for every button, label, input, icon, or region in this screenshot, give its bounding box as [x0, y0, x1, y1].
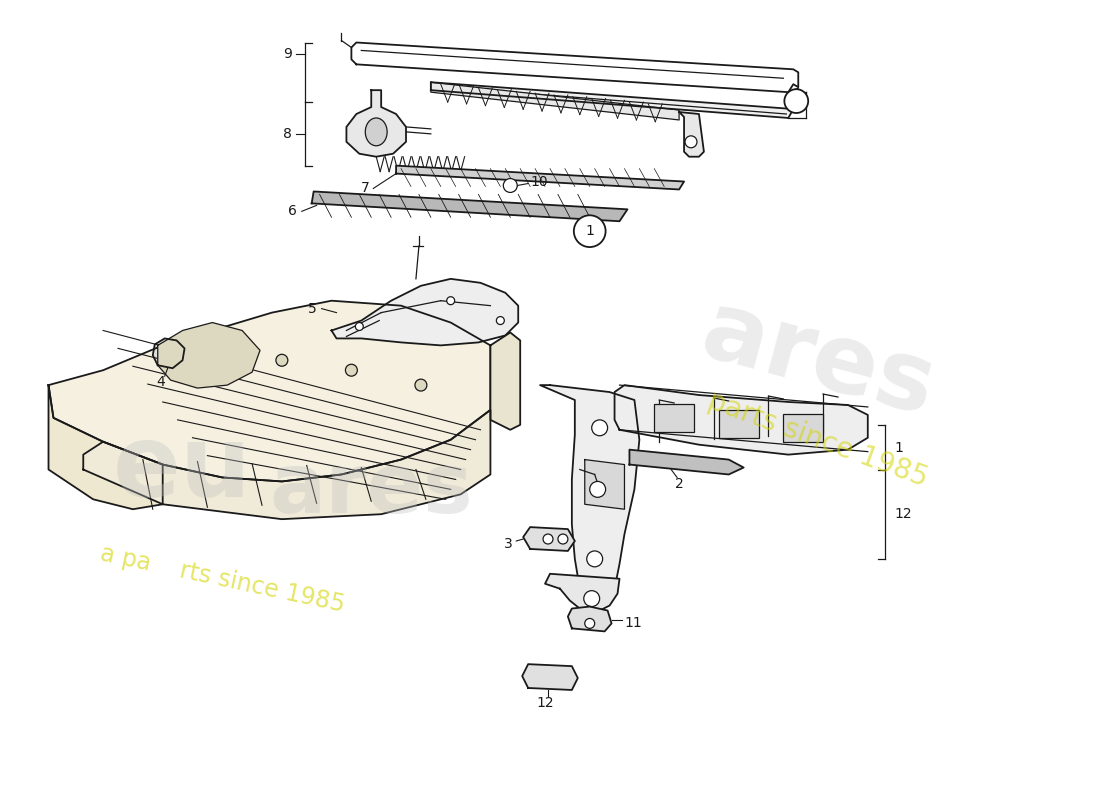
Circle shape	[355, 322, 363, 330]
Text: 5: 5	[308, 302, 317, 316]
Polygon shape	[679, 112, 704, 157]
Polygon shape	[48, 385, 163, 510]
Circle shape	[558, 534, 568, 544]
FancyBboxPatch shape	[654, 404, 694, 432]
Text: 6: 6	[288, 204, 297, 218]
Circle shape	[276, 354, 288, 366]
Circle shape	[345, 364, 358, 376]
Text: 8: 8	[283, 127, 292, 141]
Text: 3: 3	[504, 537, 513, 551]
Circle shape	[586, 551, 603, 567]
Text: a pa    rts since 1985: a pa rts since 1985	[98, 541, 346, 617]
Polygon shape	[311, 191, 627, 222]
Polygon shape	[346, 90, 406, 157]
Text: 12: 12	[536, 696, 553, 710]
Polygon shape	[585, 459, 625, 510]
Polygon shape	[431, 82, 679, 120]
Polygon shape	[568, 606, 612, 631]
Circle shape	[415, 379, 427, 391]
Text: eu: eu	[113, 421, 252, 518]
Ellipse shape	[365, 118, 387, 146]
Polygon shape	[331, 279, 518, 346]
Polygon shape	[84, 410, 491, 519]
Polygon shape	[351, 42, 799, 92]
Text: parts since 1985: parts since 1985	[704, 387, 932, 493]
Polygon shape	[48, 301, 491, 482]
Polygon shape	[522, 664, 578, 690]
Circle shape	[784, 89, 808, 113]
Circle shape	[574, 215, 606, 247]
Text: 1: 1	[585, 224, 594, 238]
Text: 10: 10	[530, 174, 548, 189]
Circle shape	[496, 317, 504, 325]
Circle shape	[592, 420, 607, 436]
Circle shape	[585, 618, 595, 629]
Text: 9: 9	[283, 47, 292, 62]
Polygon shape	[615, 385, 868, 454]
Circle shape	[447, 297, 454, 305]
Text: 12: 12	[894, 507, 912, 522]
Polygon shape	[431, 82, 793, 118]
Circle shape	[504, 178, 517, 193]
Text: ares: ares	[270, 449, 473, 530]
FancyBboxPatch shape	[783, 414, 823, 442]
Polygon shape	[491, 333, 520, 430]
Text: 7: 7	[361, 182, 370, 195]
Polygon shape	[396, 166, 684, 190]
Circle shape	[584, 590, 600, 606]
Circle shape	[590, 482, 606, 498]
Text: 11: 11	[625, 617, 642, 630]
Polygon shape	[629, 450, 744, 474]
Circle shape	[685, 136, 697, 148]
Polygon shape	[524, 527, 575, 551]
Polygon shape	[153, 338, 185, 368]
Polygon shape	[157, 322, 260, 388]
Circle shape	[543, 534, 553, 544]
Text: 4: 4	[156, 375, 165, 389]
Polygon shape	[540, 385, 639, 610]
Polygon shape	[544, 574, 619, 610]
FancyBboxPatch shape	[718, 410, 759, 438]
Text: 1: 1	[894, 441, 903, 454]
Text: 2: 2	[674, 478, 683, 491]
Text: ares: ares	[692, 285, 945, 436]
